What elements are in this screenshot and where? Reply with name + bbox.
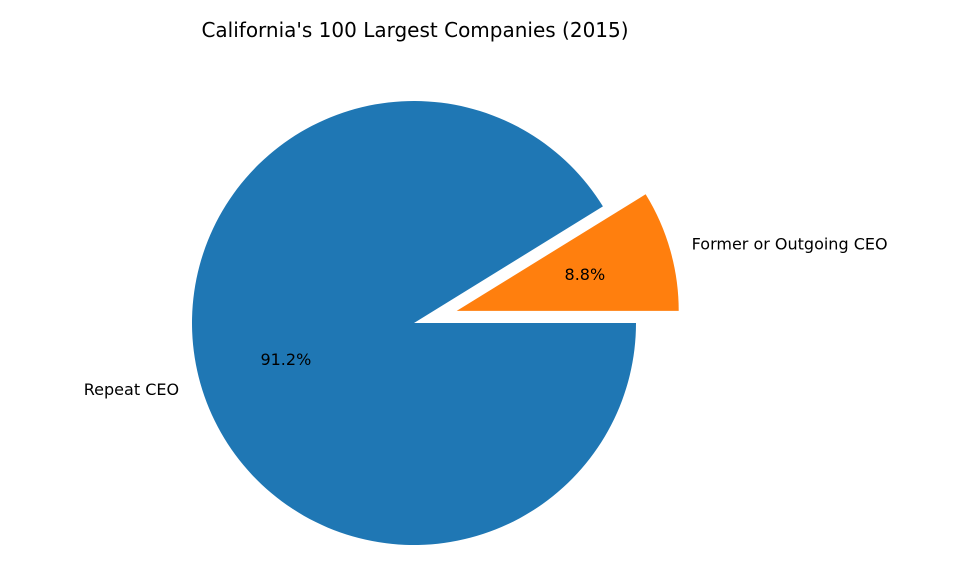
pie-slice-repeat-ceo xyxy=(192,100,636,546)
slice-category-label: Former or Outgoing CEO xyxy=(692,235,888,254)
chart-title: California's 100 Largest Companies (2015… xyxy=(201,18,628,42)
pie-slice-former-or-outgoing-ceo xyxy=(456,194,679,311)
slice-percent-label: 91.2% xyxy=(260,350,311,369)
pie-slices xyxy=(192,100,679,546)
slice-category-label: Repeat CEO xyxy=(84,380,179,399)
slice-percent-label: 8.8% xyxy=(565,265,606,284)
pie-labels: 8.8% Former or Outgoing CEO 91.2% Repeat CE… xyxy=(84,235,888,399)
